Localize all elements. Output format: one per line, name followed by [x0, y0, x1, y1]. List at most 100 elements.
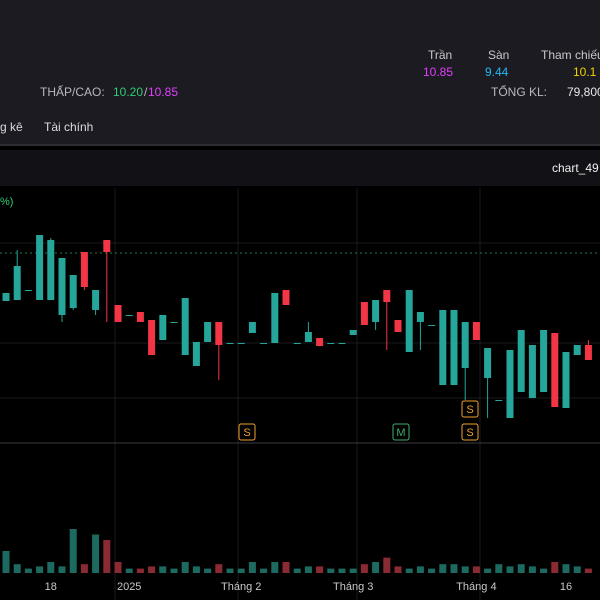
ceiling-label: Trần [428, 48, 453, 62]
volume-bar [372, 562, 380, 573]
signal-marker [461, 423, 479, 441]
volume-bar [103, 540, 111, 573]
volume-bar [484, 568, 492, 573]
floor-price: 9.44 [485, 65, 509, 79]
volume-bar [36, 566, 44, 573]
high-price: 10.85 [148, 85, 179, 99]
candle-body [24, 290, 32, 291]
volume-bar [517, 564, 525, 573]
signal-label: S [466, 427, 473, 439]
candle-body [394, 320, 402, 332]
volume-bar [540, 568, 548, 573]
volume-bar [461, 566, 469, 573]
tab[interactable]: Tài chính [44, 120, 94, 134]
divider [0, 144, 600, 146]
volume-bar [349, 568, 357, 573]
ceiling-price: 10.85 [423, 65, 454, 79]
volume-bar [394, 566, 402, 573]
ref-label: Tham chiếu [541, 48, 600, 62]
signal-label: S [466, 404, 473, 416]
candle-body [125, 315, 133, 316]
volume-bar [47, 562, 55, 573]
candle-body [540, 330, 548, 392]
candle-body [80, 252, 88, 287]
candle-body [248, 322, 256, 333]
candle-body [338, 343, 346, 344]
volume-bar [428, 568, 436, 573]
candle-body [170, 322, 178, 323]
candle-body [226, 343, 234, 344]
ref-price: 10.1 [573, 65, 597, 79]
volume-bar [573, 566, 581, 573]
candle-body [181, 298, 189, 355]
volume-bar [316, 566, 324, 573]
volume-bar [405, 568, 413, 573]
volume-bar [584, 568, 592, 573]
candle-body [293, 343, 301, 344]
volume-label: TỔNG KL: [491, 85, 548, 99]
volume-bar [360, 564, 368, 573]
volume-bar [271, 562, 279, 573]
volume-bar [2, 551, 10, 573]
candle-body [316, 338, 324, 346]
candle-body [103, 240, 111, 252]
x-tick-label: Tháng 3 [333, 581, 373, 593]
x-tick-label: 18 [45, 581, 57, 593]
low-high-label: THẤP/CAO: [40, 85, 105, 99]
volume-bar [260, 568, 268, 573]
candle-body [562, 352, 570, 408]
volume-bar [495, 564, 503, 573]
volume-bar [248, 562, 256, 573]
candle-body [2, 293, 10, 301]
chart-toolbar [0, 150, 600, 186]
volume-bar [148, 566, 156, 573]
candle-body [383, 290, 391, 302]
candle-body [495, 400, 503, 401]
candle-body [484, 348, 492, 378]
candle-body [260, 343, 268, 344]
header-panel [0, 0, 600, 144]
signal-marker [238, 423, 256, 441]
candle-body [349, 330, 357, 335]
chart-title: chart_49 [552, 161, 599, 175]
x-tick-label: Tháng 4 [456, 581, 496, 593]
signal-marker [461, 400, 479, 418]
candle-body [271, 293, 279, 343]
candle-body [92, 290, 100, 310]
candle-body [192, 342, 200, 366]
volume-bar [181, 562, 189, 573]
candle-body [327, 343, 335, 344]
volume-bar [439, 564, 447, 573]
volume-bar [136, 568, 144, 573]
candle-body [58, 258, 66, 315]
candle-body [405, 290, 413, 352]
volume-bar [226, 568, 234, 573]
x-tick-label: Tháng 2 [221, 581, 261, 593]
candle-body [428, 325, 436, 326]
tab[interactable]: g kê [0, 120, 23, 134]
x-tick-label: 16 [560, 581, 572, 593]
candle-body [360, 302, 368, 325]
volume-bar [293, 568, 301, 573]
volume-bar [551, 562, 559, 573]
chart: %) 18 2025 Tháng 2 Tháng 3 Tháng 4 16S MSS [0, 188, 600, 600]
volume-bar [506, 566, 514, 573]
signal-label: M [396, 427, 405, 439]
candle-body [517, 330, 525, 392]
volume-bar [159, 566, 167, 573]
candle-body [551, 333, 559, 407]
volume-bar [58, 566, 66, 573]
candle-body [13, 266, 21, 300]
candle-body [114, 305, 122, 322]
volume-bar [562, 564, 570, 573]
total-volume: 79,800 [567, 85, 600, 99]
candle-body [69, 275, 77, 308]
candle-body [573, 345, 581, 355]
volume-bar [114, 562, 122, 573]
volume-bar [125, 568, 133, 573]
volume-bar [528, 566, 536, 573]
volume-bar [416, 566, 424, 573]
volume-bar [24, 568, 32, 573]
candle-body [372, 300, 380, 322]
volume-bar [92, 534, 100, 573]
